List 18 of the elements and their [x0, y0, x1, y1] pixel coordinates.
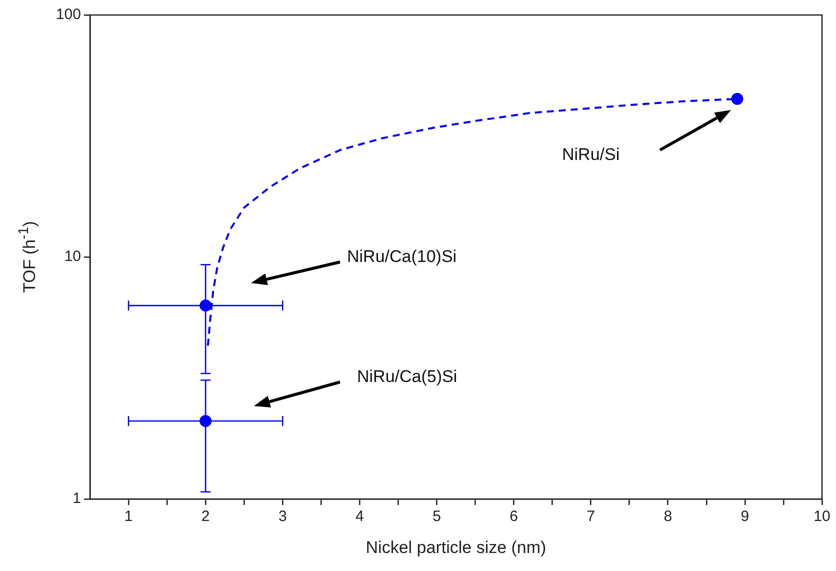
annotation: NiRu/Ca(5)Si — [357, 367, 458, 387]
annotation: NiRu/Ca(10)Si — [347, 247, 457, 267]
x-tick-label: 2 — [201, 508, 210, 526]
x-tick-label: 4 — [356, 508, 364, 526]
x-tick-label: 5 — [432, 508, 441, 526]
y-tick-label: 10 — [64, 248, 81, 266]
annotation: NiRu/Si — [562, 145, 620, 165]
y-tick-label: 100 — [56, 6, 81, 24]
x-tick-label: 10 — [814, 508, 830, 526]
x-tick-label: 6 — [510, 508, 518, 526]
x-tick-label: 1 — [124, 508, 133, 526]
point — [731, 92, 744, 105]
x-tick-label: 9 — [740, 508, 750, 526]
y-tick-label: 1 — [72, 490, 81, 508]
x-tick-label: 8 — [664, 508, 672, 526]
x-tick-label: 7 — [586, 508, 596, 526]
x-tick-label: 3 — [278, 508, 287, 526]
x-axis-title: Nickel particle size (nm) — [364, 538, 548, 558]
